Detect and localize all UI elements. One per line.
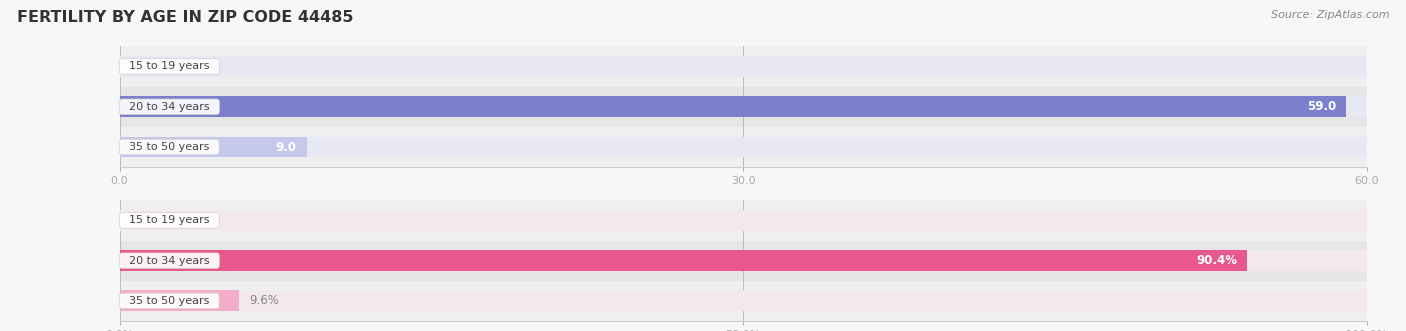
Bar — [120, 87, 1367, 127]
Text: 15 to 19 years: 15 to 19 years — [122, 215, 217, 225]
Bar — [120, 46, 1367, 87]
Text: 9.6%: 9.6% — [249, 295, 278, 307]
Text: 59.0: 59.0 — [1306, 100, 1336, 113]
Bar — [120, 241, 1367, 281]
Text: 9.0: 9.0 — [276, 141, 297, 154]
Text: 15 to 19 years: 15 to 19 years — [122, 62, 217, 71]
Text: 0.0: 0.0 — [129, 60, 148, 73]
Bar — [120, 250, 1367, 271]
Text: 0.0%: 0.0% — [129, 214, 159, 227]
Text: 35 to 50 years: 35 to 50 years — [122, 296, 217, 306]
Bar — [120, 137, 307, 158]
Bar — [120, 281, 1367, 321]
Bar — [120, 137, 1367, 158]
Bar — [120, 96, 1367, 117]
Bar — [120, 250, 1247, 271]
Bar — [120, 127, 1367, 167]
Text: 35 to 50 years: 35 to 50 years — [122, 142, 217, 152]
Text: FERTILITY BY AGE IN ZIP CODE 44485: FERTILITY BY AGE IN ZIP CODE 44485 — [17, 10, 353, 25]
Text: 20 to 34 years: 20 to 34 years — [122, 256, 217, 266]
Bar — [120, 96, 1346, 117]
Bar — [120, 291, 1367, 311]
Bar — [120, 291, 239, 311]
Bar — [120, 210, 1367, 231]
Text: 90.4%: 90.4% — [1197, 254, 1237, 267]
Bar — [120, 56, 1367, 77]
Bar — [120, 200, 1367, 241]
Text: 20 to 34 years: 20 to 34 years — [122, 102, 217, 112]
Text: Source: ZipAtlas.com: Source: ZipAtlas.com — [1271, 10, 1389, 20]
